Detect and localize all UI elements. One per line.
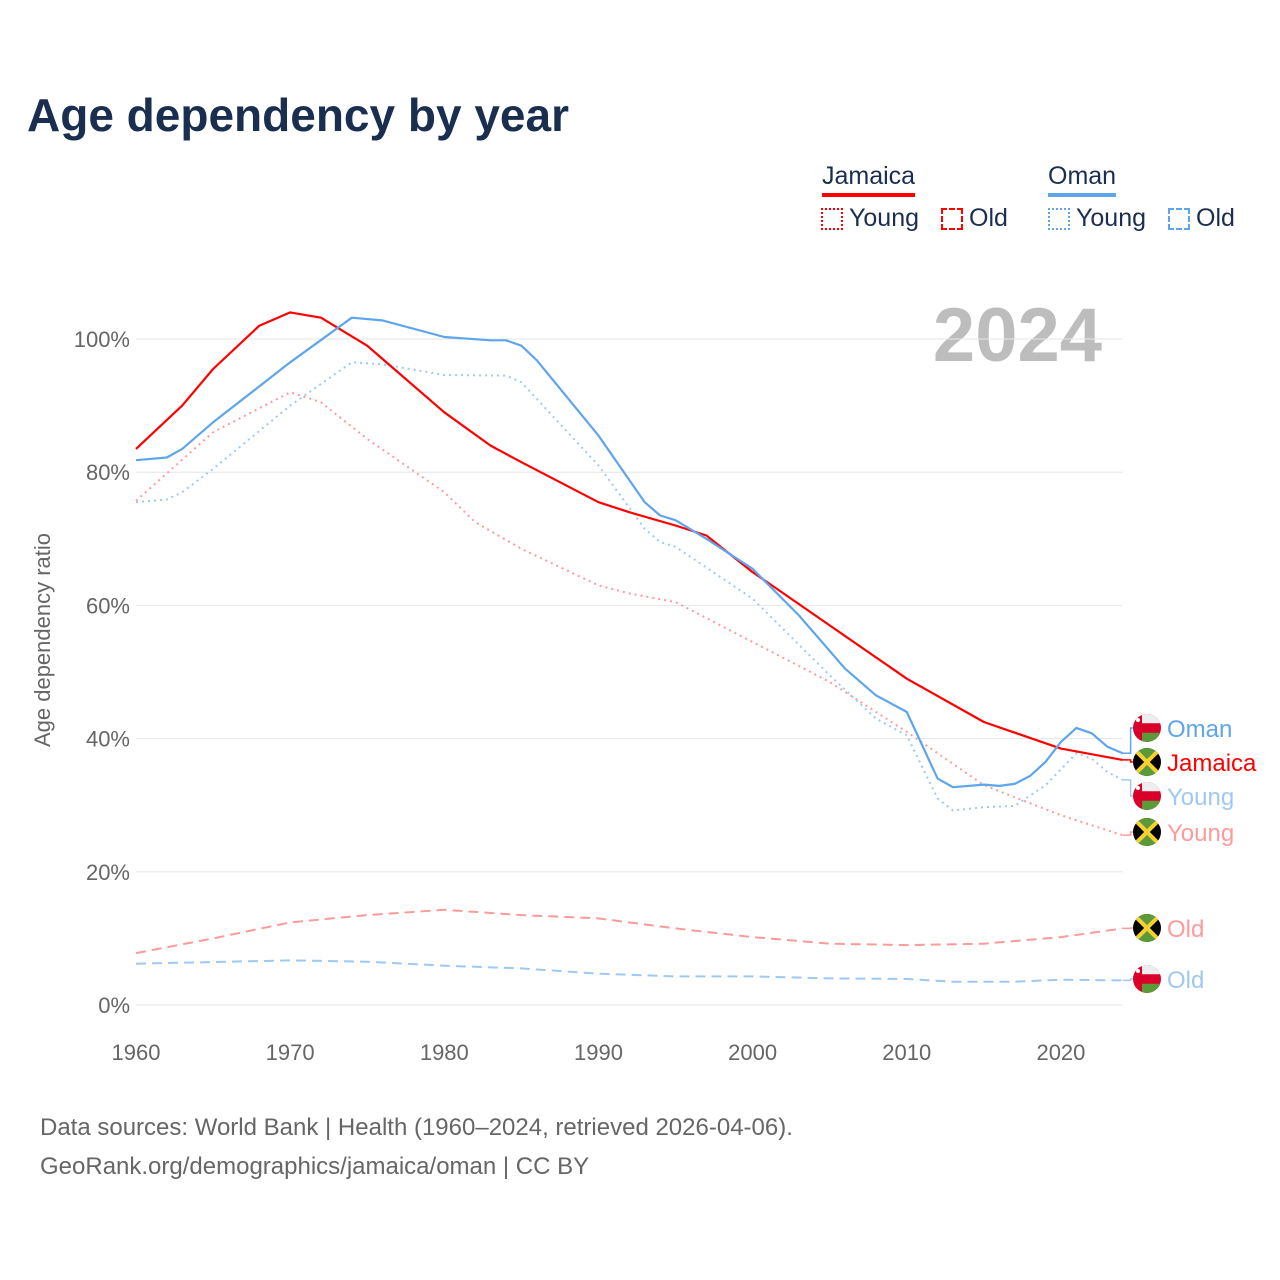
y-tick-label: 80%	[86, 460, 130, 485]
legend-label: Old	[1196, 204, 1235, 232]
y-tick-label: 60%	[86, 593, 130, 618]
series-end-label: Oman	[1167, 716, 1232, 743]
dashed-swatch-icon	[1168, 207, 1190, 230]
legend-oman[interactable]: Oman	[1048, 162, 1117, 197]
legend-oman-old[interactable]: Old	[1168, 204, 1235, 233]
dotted-swatch-icon	[1048, 207, 1070, 230]
legend-oman-young[interactable]: Young	[1048, 204, 1146, 233]
label-connector	[1122, 727, 1134, 755]
source-note: Data sources: World Bank | Health (1960–…	[40, 1108, 793, 1186]
series-end-label: Young	[1167, 820, 1234, 847]
y-tick-label: 0%	[98, 993, 130, 1018]
y-tick-label: 40%	[86, 727, 130, 752]
legend-label: Old	[969, 204, 1008, 232]
year-watermark: 2024	[932, 293, 1102, 378]
y-tick-label: 20%	[86, 860, 130, 885]
label-connector	[1122, 978, 1134, 982]
legend-jamaica-old[interactable]: Old	[941, 204, 1008, 233]
y-axis-label: Age dependency ratio	[30, 533, 55, 747]
jamaica-flag-icon	[1133, 818, 1161, 846]
source-link[interactable]: GeoRank.org/demographics/jamaica/oman | …	[40, 1153, 590, 1180]
label-connector	[1122, 831, 1134, 836]
chart-title: Age dependency by year	[27, 89, 569, 141]
series-line-oman-young	[135, 361, 1124, 812]
label-connector	[1122, 779, 1134, 797]
legend-label: Young	[1076, 204, 1146, 232]
series-line-jamaica-old	[135, 908, 1123, 955]
series-line-oman	[135, 316, 1124, 789]
legend-label: Young	[849, 204, 919, 232]
jamaica-flag-icon	[1133, 748, 1161, 776]
series-end-label: Old	[1167, 916, 1204, 943]
legend-jamaica[interactable]: Jamaica	[822, 162, 916, 197]
jamaica-flag-icon	[1133, 914, 1161, 942]
x-tick-label: 2020	[1036, 1040, 1085, 1065]
series-line-oman-old	[135, 959, 1123, 983]
y-tick-label: 100%	[74, 327, 130, 352]
source-line: Data sources: World Bank | Health (1960–…	[40, 1114, 793, 1141]
x-tick-label: 2000	[728, 1040, 777, 1065]
series-line-jamaica	[135, 311, 1123, 761]
legend-jamaica-young[interactable]: Young	[821, 204, 919, 233]
series-line-jamaica-young	[135, 391, 1123, 837]
dashed-swatch-icon	[941, 207, 963, 230]
x-tick-label: 2010	[882, 1040, 931, 1065]
x-tick-label: 1980	[420, 1040, 469, 1065]
oman-flag-icon	[1133, 965, 1161, 993]
x-tick-label: 1960	[112, 1040, 161, 1065]
oman-flag-icon	[1133, 714, 1161, 742]
x-tick-label: 1970	[266, 1040, 315, 1065]
series-end-label: Old	[1167, 967, 1204, 994]
x-tick-label: 1990	[574, 1040, 623, 1065]
label-connector	[1122, 759, 1134, 763]
series-end-label: Young	[1167, 784, 1234, 811]
line-chart: 0% 20% 40% 60% 80% 100% 1960 1970 1980 1990 2000 20…	[30, 311, 1257, 1065]
dotted-swatch-icon	[821, 207, 843, 230]
series-end-label: Jamaica	[1167, 750, 1257, 777]
oman-flag-icon	[1133, 782, 1161, 810]
